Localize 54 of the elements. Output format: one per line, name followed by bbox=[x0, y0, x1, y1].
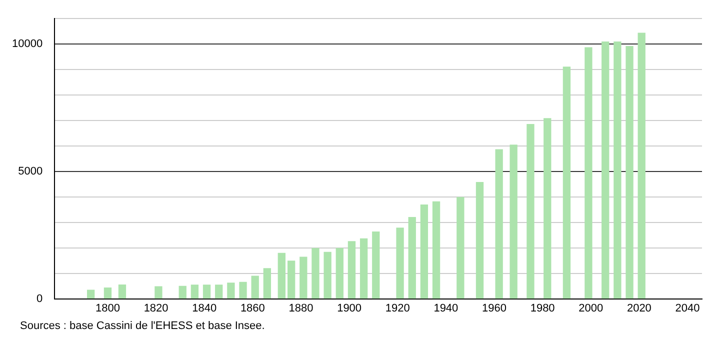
bar bbox=[526, 124, 534, 299]
bar bbox=[638, 32, 646, 299]
bar bbox=[227, 282, 235, 299]
x-tick-label: 1800 bbox=[95, 302, 120, 314]
x-tick-label: 2040 bbox=[675, 302, 700, 314]
source-note: Sources : base Cassini de l'EHESS et base Insee. bbox=[20, 320, 265, 332]
bar bbox=[408, 216, 416, 299]
bar bbox=[348, 241, 356, 299]
bar bbox=[251, 276, 259, 299]
y-tick-label: 0 bbox=[36, 292, 43, 305]
x-tick-label: 1900 bbox=[337, 302, 362, 314]
bar bbox=[396, 228, 404, 299]
bar bbox=[104, 288, 112, 299]
x-tick-label: 2000 bbox=[578, 302, 604, 314]
bar bbox=[495, 149, 503, 299]
bar bbox=[215, 284, 223, 299]
bar bbox=[202, 284, 211, 299]
x-tick-label: 2020 bbox=[626, 302, 652, 314]
bar bbox=[420, 204, 428, 299]
bar bbox=[190, 284, 199, 299]
bar bbox=[86, 290, 95, 299]
y-tick-label: 10000 bbox=[12, 38, 43, 50]
x-tick-label: 1860 bbox=[240, 302, 265, 314]
bar bbox=[239, 282, 247, 299]
x-tick-label: 1940 bbox=[434, 302, 458, 314]
bar bbox=[360, 238, 368, 299]
bar bbox=[324, 252, 332, 299]
bar bbox=[456, 196, 464, 299]
x-tick-label: 1880 bbox=[288, 302, 314, 314]
bar bbox=[626, 46, 634, 299]
x-tick-label: 1920 bbox=[385, 302, 410, 314]
bar bbox=[584, 47, 592, 299]
bar bbox=[336, 248, 344, 299]
bar bbox=[602, 41, 610, 299]
bar bbox=[432, 201, 440, 299]
x-tick-label: 1820 bbox=[144, 302, 168, 314]
bar bbox=[544, 118, 552, 299]
bar bbox=[510, 144, 518, 299]
x-tick-label: 1980 bbox=[530, 302, 555, 314]
x-tick-label: 1960 bbox=[482, 302, 506, 314]
bar bbox=[300, 256, 308, 299]
bar bbox=[263, 268, 271, 299]
bar bbox=[312, 248, 320, 299]
x-tick-label: 1840 bbox=[192, 302, 217, 314]
y-tick-label: 5000 bbox=[18, 165, 43, 178]
bar bbox=[278, 252, 286, 299]
bar bbox=[118, 284, 126, 299]
bar bbox=[288, 260, 296, 299]
bar bbox=[154, 286, 162, 299]
bar bbox=[614, 41, 622, 299]
bar bbox=[476, 182, 484, 299]
bar bbox=[562, 66, 571, 299]
bar bbox=[178, 286, 186, 299]
bar bbox=[372, 231, 380, 299]
